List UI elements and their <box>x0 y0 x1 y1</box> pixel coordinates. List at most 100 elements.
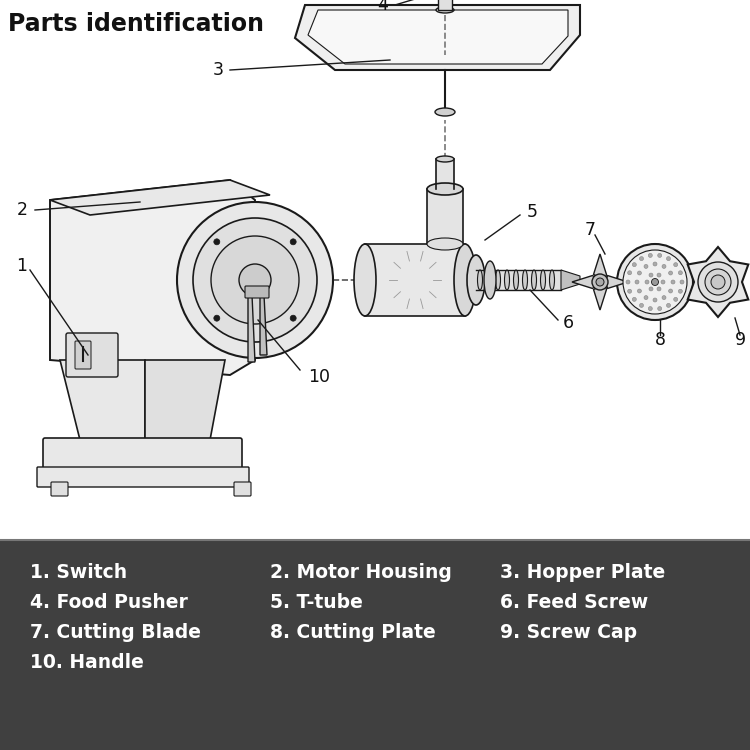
Circle shape <box>662 296 666 299</box>
Circle shape <box>653 298 657 302</box>
Text: 9: 9 <box>734 331 746 349</box>
Ellipse shape <box>523 270 527 290</box>
Bar <box>0 0 750 540</box>
Bar <box>436 159 454 189</box>
Circle shape <box>211 236 299 324</box>
FancyBboxPatch shape <box>66 333 118 377</box>
Circle shape <box>628 271 632 274</box>
Text: 9. Screw Cap: 9. Screw Cap <box>500 622 637 641</box>
Polygon shape <box>561 270 580 290</box>
Circle shape <box>290 315 296 321</box>
Circle shape <box>177 202 333 358</box>
Circle shape <box>657 287 661 291</box>
Ellipse shape <box>454 244 476 316</box>
Text: 3: 3 <box>212 61 223 79</box>
Ellipse shape <box>505 270 509 290</box>
Text: 10. Handle: 10. Handle <box>30 652 144 671</box>
Circle shape <box>678 271 682 274</box>
Bar <box>365 244 465 316</box>
Text: 7. Cutting Blade: 7. Cutting Blade <box>30 622 201 641</box>
Ellipse shape <box>354 244 376 316</box>
Bar <box>476 270 561 290</box>
Circle shape <box>193 218 317 342</box>
Bar <box>0 540 750 750</box>
Circle shape <box>632 262 636 267</box>
Ellipse shape <box>487 270 491 290</box>
Polygon shape <box>295 5 580 70</box>
FancyBboxPatch shape <box>75 341 91 369</box>
Polygon shape <box>593 282 607 310</box>
Circle shape <box>662 265 666 268</box>
Circle shape <box>667 304 670 307</box>
Ellipse shape <box>532 270 536 290</box>
Circle shape <box>653 262 657 266</box>
Polygon shape <box>50 180 270 215</box>
Circle shape <box>648 307 652 310</box>
Circle shape <box>658 254 662 257</box>
Circle shape <box>596 278 604 286</box>
Text: 6: 6 <box>563 314 574 332</box>
FancyBboxPatch shape <box>234 482 251 496</box>
Text: 8: 8 <box>655 331 665 349</box>
Circle shape <box>649 273 653 277</box>
Circle shape <box>635 280 639 284</box>
Ellipse shape <box>541 270 545 290</box>
Text: 8. Cutting Plate: 8. Cutting Plate <box>270 622 436 641</box>
Text: 1. Switch: 1. Switch <box>30 562 127 581</box>
FancyBboxPatch shape <box>37 467 249 487</box>
Circle shape <box>671 280 675 284</box>
Circle shape <box>649 287 653 291</box>
Polygon shape <box>60 360 145 440</box>
Circle shape <box>674 297 678 302</box>
Ellipse shape <box>484 261 496 299</box>
Text: 7: 7 <box>584 221 596 239</box>
Circle shape <box>239 264 271 296</box>
Circle shape <box>674 262 678 267</box>
Circle shape <box>680 280 684 284</box>
Circle shape <box>626 280 630 284</box>
Bar <box>427 189 463 244</box>
Bar <box>438 0 452 10</box>
Polygon shape <box>688 247 748 317</box>
Circle shape <box>661 280 665 284</box>
Text: 10: 10 <box>308 368 330 386</box>
Circle shape <box>214 315 220 321</box>
Ellipse shape <box>436 7 454 13</box>
Circle shape <box>667 256 670 260</box>
Ellipse shape <box>427 238 463 250</box>
Circle shape <box>632 297 636 302</box>
Circle shape <box>638 271 641 275</box>
FancyBboxPatch shape <box>245 286 269 298</box>
Circle shape <box>290 238 296 244</box>
Text: 5. T-tube: 5. T-tube <box>270 592 363 611</box>
Circle shape <box>668 289 673 293</box>
Circle shape <box>640 304 644 307</box>
Circle shape <box>668 271 673 275</box>
Text: 4. Food Pusher: 4. Food Pusher <box>30 592 188 611</box>
Circle shape <box>648 254 652 257</box>
Polygon shape <box>260 295 267 355</box>
Ellipse shape <box>436 156 454 162</box>
Text: 2: 2 <box>16 201 28 219</box>
Text: 1: 1 <box>16 257 28 275</box>
Polygon shape <box>248 295 255 362</box>
Polygon shape <box>572 275 605 289</box>
Circle shape <box>698 262 738 302</box>
Ellipse shape <box>478 270 482 290</box>
Circle shape <box>657 273 661 277</box>
Circle shape <box>638 289 641 293</box>
Circle shape <box>705 269 731 295</box>
Ellipse shape <box>435 108 455 116</box>
Polygon shape <box>145 360 225 440</box>
Circle shape <box>617 244 693 320</box>
Circle shape <box>592 274 608 290</box>
Ellipse shape <box>550 270 554 290</box>
Text: 2. Motor Housing: 2. Motor Housing <box>270 562 452 581</box>
Ellipse shape <box>496 270 500 290</box>
Circle shape <box>644 296 648 299</box>
Ellipse shape <box>467 255 485 305</box>
Circle shape <box>628 290 632 293</box>
Circle shape <box>678 290 682 293</box>
Circle shape <box>711 275 725 289</box>
Ellipse shape <box>514 270 518 290</box>
